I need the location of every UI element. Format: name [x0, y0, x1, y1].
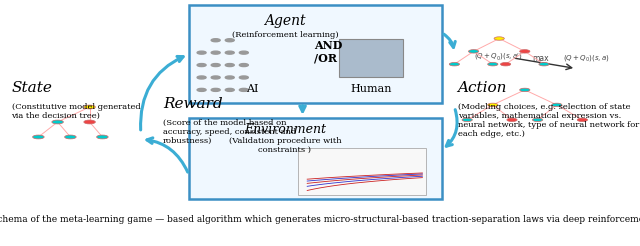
Circle shape: [488, 62, 498, 66]
Circle shape: [500, 62, 511, 66]
Circle shape: [52, 120, 63, 124]
Circle shape: [225, 76, 234, 79]
Text: (Constitutive model generated
via the decision tree): (Constitutive model generated via the de…: [12, 103, 140, 120]
Circle shape: [197, 76, 206, 79]
Text: (Reinforcement learning): (Reinforcement learning): [232, 31, 338, 39]
Circle shape: [462, 118, 472, 122]
Text: AI: AI: [246, 84, 259, 94]
Text: State: State: [12, 81, 52, 95]
Circle shape: [211, 88, 220, 91]
Circle shape: [539, 62, 549, 66]
Circle shape: [33, 135, 44, 139]
Text: $(Q+Q_0)(s,a')$: $(Q+Q_0)(s,a')$: [474, 52, 522, 63]
Circle shape: [211, 76, 220, 79]
Circle shape: [197, 88, 206, 91]
Circle shape: [239, 88, 248, 91]
Text: Human: Human: [351, 84, 392, 94]
Circle shape: [494, 37, 504, 40]
Text: (Modeling choices, e.g. selection of state
variables, mathematical expression vs: (Modeling choices, e.g. selection of sta…: [458, 103, 639, 138]
Circle shape: [507, 118, 517, 122]
Circle shape: [84, 120, 95, 124]
FancyBboxPatch shape: [339, 39, 403, 77]
Circle shape: [65, 135, 76, 139]
Circle shape: [552, 103, 562, 107]
Text: AND
/OR: AND /OR: [314, 40, 342, 64]
Circle shape: [225, 39, 234, 42]
Circle shape: [211, 51, 220, 54]
Circle shape: [488, 103, 498, 107]
Text: (Score of the model based on
accuracy, speed, consistent and
robustness): (Score of the model based on accuracy, s…: [163, 119, 296, 145]
Text: (Validation procedure with
constraints ): (Validation procedure with constraints ): [228, 137, 341, 154]
Circle shape: [225, 63, 234, 67]
Text: Figure 1: Schema of the meta-learning game — based algorithm which generates mic: Figure 1: Schema of the meta-learning ga…: [0, 215, 640, 224]
Circle shape: [520, 88, 530, 92]
Circle shape: [239, 76, 248, 79]
Text: max: max: [532, 54, 549, 63]
Circle shape: [520, 50, 530, 53]
Circle shape: [468, 50, 479, 53]
Text: Reward: Reward: [163, 97, 223, 111]
Circle shape: [225, 51, 234, 54]
Text: $(Q+Q_0)(s,a)$: $(Q+Q_0)(s,a)$: [563, 53, 610, 63]
Circle shape: [197, 51, 206, 54]
FancyBboxPatch shape: [189, 118, 442, 199]
Text: Action: Action: [458, 81, 507, 95]
Text: Environment: Environment: [244, 123, 326, 136]
Circle shape: [532, 118, 543, 122]
Circle shape: [239, 63, 248, 67]
Circle shape: [211, 63, 220, 67]
Circle shape: [97, 135, 108, 139]
FancyBboxPatch shape: [298, 148, 426, 195]
Circle shape: [211, 39, 220, 42]
Circle shape: [225, 88, 234, 91]
Circle shape: [577, 118, 588, 122]
Circle shape: [449, 62, 460, 66]
Circle shape: [239, 51, 248, 54]
Circle shape: [84, 105, 95, 109]
Text: Agent: Agent: [264, 14, 306, 28]
Circle shape: [197, 63, 206, 67]
FancyBboxPatch shape: [189, 5, 442, 103]
